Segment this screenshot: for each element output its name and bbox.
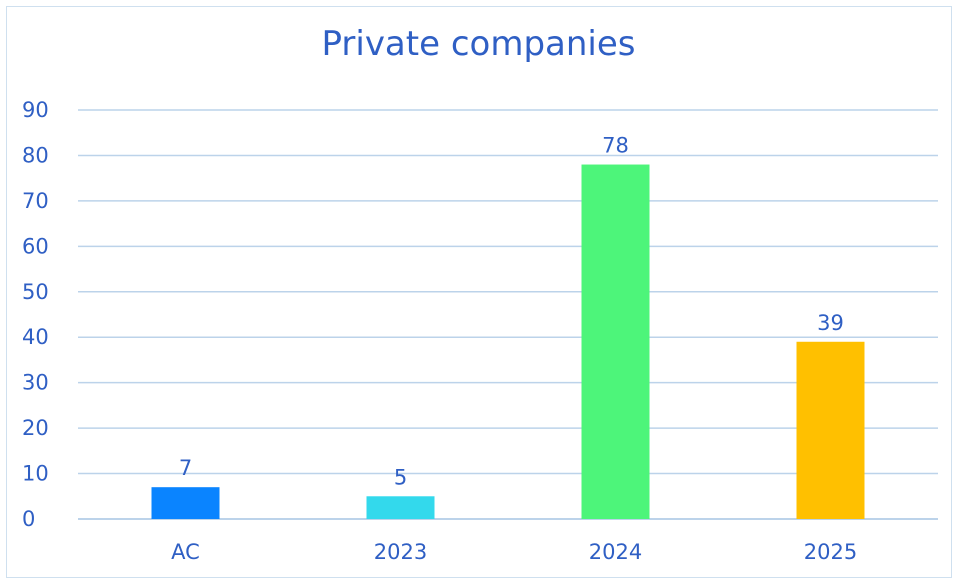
chart-frame — [6, 6, 952, 578]
y-tick-label: 50 — [22, 280, 49, 304]
y-axis-ticks: 0 10 20 30 40 50 60 70 80 90 — [22, 98, 49, 531]
data-label-ac: 7 — [179, 456, 192, 480]
y-tick-label: 70 — [22, 189, 49, 213]
x-tick-label-ac: AC — [171, 540, 200, 564]
y-tick-label: 40 — [22, 325, 49, 349]
y-tick-label: 90 — [22, 98, 49, 122]
data-label-2025: 39 — [817, 311, 844, 335]
data-label-2024: 78 — [602, 134, 629, 158]
data-label-2023: 5 — [394, 465, 407, 489]
y-tick-label: 20 — [22, 416, 49, 440]
y-tick-label: 0 — [22, 507, 35, 531]
y-tick-label: 30 — [22, 371, 49, 395]
gridlines — [78, 109, 938, 520]
data-labels: 7 5 78 39 — [179, 134, 844, 490]
chart-title: Private companies — [321, 24, 636, 64]
bar-2024 — [581, 164, 650, 520]
y-tick-label: 10 — [22, 462, 49, 486]
bars — [151, 164, 865, 520]
x-tick-label-2024: 2024 — [589, 540, 642, 564]
bar-2025 — [796, 341, 865, 519]
y-tick-label: 80 — [22, 143, 49, 167]
x-tick-label-2025: 2025 — [804, 540, 857, 564]
x-axis-ticks: AC 2023 2024 2025 — [171, 540, 857, 564]
y-tick-label: 60 — [22, 234, 49, 258]
x-tick-label-2023: 2023 — [374, 540, 427, 564]
bar-2023 — [366, 496, 435, 519]
bar-ac — [151, 487, 220, 519]
